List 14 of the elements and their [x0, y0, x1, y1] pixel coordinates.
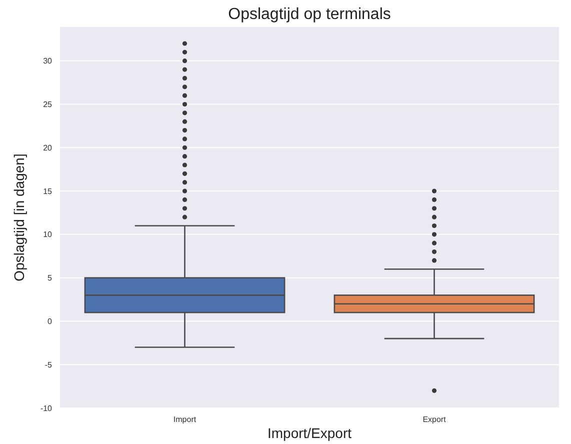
y-tick-label: 5 [48, 274, 53, 283]
y-tick-label: 25 [43, 100, 53, 110]
y-tick-label: 20 [43, 143, 53, 152]
y-tick-label: -5 [44, 360, 53, 370]
x-axis-title: Import/Export [267, 425, 352, 441]
y-tick-label: -10 [40, 404, 53, 413]
x-tick-label: Import [173, 415, 197, 424]
y-tick-label: 0 [48, 317, 53, 326]
chart-title: Opslagtijd op terminals [228, 6, 391, 23]
y-tick-label: 10 [43, 230, 53, 240]
y-tick-label: 30 [43, 56, 53, 66]
y-axis-title: Opslagtijd [in dagen] [11, 154, 27, 282]
y-tick-label: 15 [43, 186, 53, 196]
x-tick-label: Export [422, 415, 447, 424]
